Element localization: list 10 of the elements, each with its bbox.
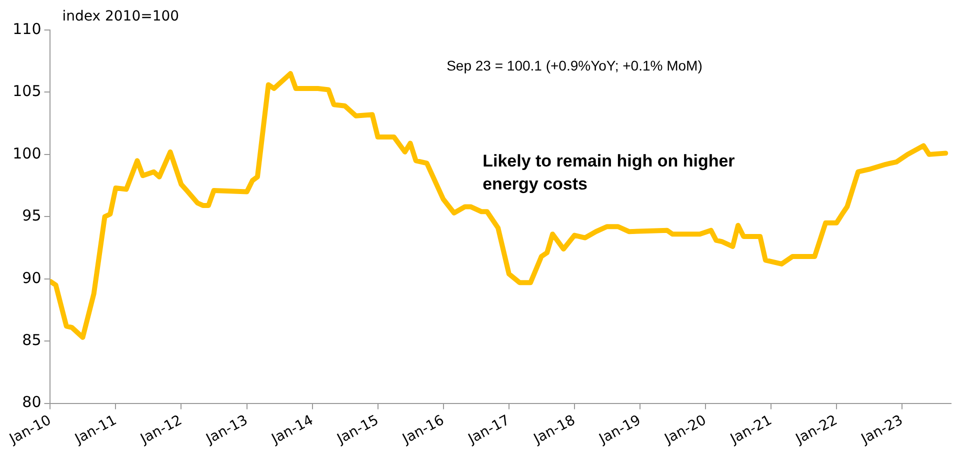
annotation: Sep 23 = 100.1 (+0.9%YoY; +0.1% MoM) [446,58,702,74]
y-tick-label: 80 [22,393,42,412]
annotation: Likely to remain high on higher energy costs [482,151,736,194]
y-tick-label: 110 [12,20,42,38]
y-tick-label: 95 [22,206,42,225]
y-tick-label: 100 [12,144,42,162]
y-tick-label: 105 [12,82,42,100]
y-tick-label: 90 [22,268,42,287]
y-axis-title: index 2010=100 [62,8,180,25]
y-tick-label: 85 [22,330,42,349]
